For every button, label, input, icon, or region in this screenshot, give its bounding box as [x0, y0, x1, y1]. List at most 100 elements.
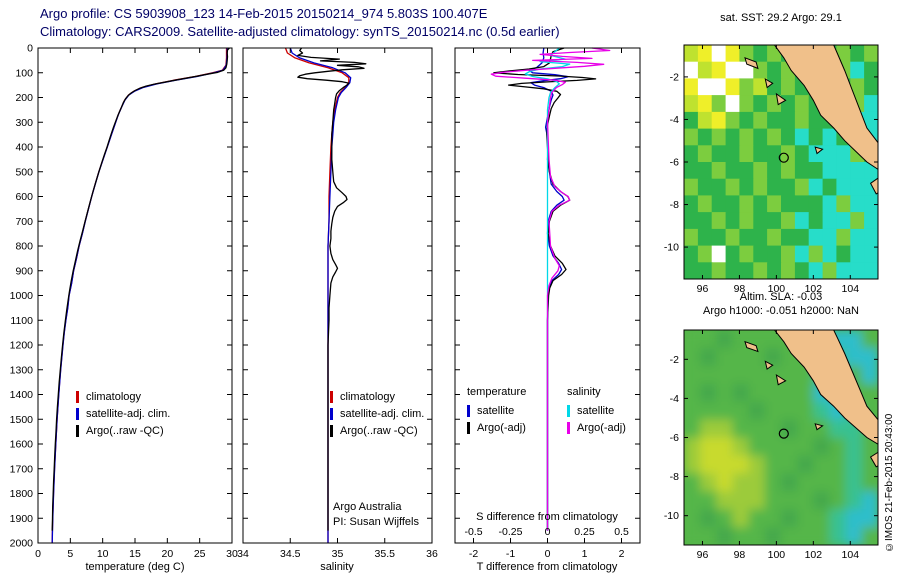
svg-text:1900: 1900 — [10, 513, 34, 525]
svg-text:-2: -2 — [670, 71, 679, 83]
legend-item-t-argo-adj: Argo(-adj) — [467, 419, 526, 436]
svg-text:-4: -4 — [670, 114, 679, 126]
svg-text:34: 34 — [237, 548, 249, 560]
climatology-swatch-icon — [76, 390, 79, 403]
svg-text:0.5: 0.5 — [614, 526, 629, 538]
legend-item-satellite-clim: satellite-adj. clim. — [330, 405, 424, 422]
s-argo-adj-swatch-icon — [567, 421, 570, 434]
legend-label: Argo(..raw -QC) — [86, 424, 164, 437]
legend-label: satellite — [577, 404, 615, 417]
float-position-marker — [778, 428, 789, 439]
svg-text:-2: -2 — [670, 354, 679, 366]
legend-label: Argo(..raw -QC) — [340, 424, 418, 437]
svg-text:-1: -1 — [506, 548, 515, 560]
svg-text:700: 700 — [15, 216, 33, 228]
svg-text:200: 200 — [15, 92, 33, 104]
svg-text:5: 5 — [67, 548, 73, 560]
sla-map-title: Altim. SLA: -0.03 — [739, 291, 823, 303]
diff-legend-salinity-column: salinity satellite Argo(-adj) — [567, 386, 626, 436]
legend-label: Argo(-adj) — [577, 421, 626, 434]
svg-text:-8: -8 — [670, 199, 679, 211]
series-satellite-adj-clim — [289, 47, 352, 543]
svg-text:102: 102 — [805, 549, 823, 561]
diff-legend-temperature-column: temperature satellite Argo(-adj) — [467, 386, 526, 436]
series-argo-raw — [51, 47, 230, 531]
diff-plot: -2 -1 0 1 2 -0.5 -0.25 0 0.25 0.5 — [454, 47, 641, 560]
series-s-argo-adj — [490, 47, 611, 531]
svg-text:1400: 1400 — [10, 389, 34, 401]
svg-text:2: 2 — [619, 548, 625, 560]
svg-text:102: 102 — [805, 283, 823, 295]
float-position-marker — [778, 152, 789, 163]
svg-text:1000: 1000 — [10, 290, 34, 302]
legend-item-climatology: climatology — [330, 388, 424, 405]
legend-label: satellite — [477, 404, 515, 417]
series-climatology — [284, 47, 350, 543]
temp-plot: 0 5 10 15 20 25 300100200300400500600700800900… — [10, 43, 238, 561]
argo-raw-swatch-icon — [76, 424, 79, 437]
temperature-legend: climatology satellite-adj. clim. Argo(..… — [76, 388, 170, 439]
svg-text:1: 1 — [582, 548, 588, 560]
sst-map-title: sat. SST: 29.2 Argo: 29.1 — [720, 12, 842, 24]
credit-pi: PI: Susan Wijffels — [333, 516, 419, 528]
svg-text:100: 100 — [768, 549, 786, 561]
legend-item-t-satellite: satellite — [467, 402, 526, 419]
series-t-argo-adj — [493, 47, 597, 531]
svg-text:900: 900 — [15, 265, 33, 277]
svg-text:2000: 2000 — [10, 538, 34, 550]
svg-text:1500: 1500 — [10, 414, 34, 426]
climatology-swatch-icon — [330, 390, 333, 403]
svg-text:-6: -6 — [670, 157, 679, 169]
svg-text:600: 600 — [15, 191, 33, 203]
svg-text:1300: 1300 — [10, 364, 34, 376]
sla-map-subtitle: Argo h1000: -0.051 h2000: NaN — [703, 305, 859, 317]
credit-block: Argo Australia PI: Susan Wijffels — [333, 500, 419, 530]
svg-text:98: 98 — [734, 283, 746, 295]
temperature-axis-label: temperature (deg C) — [85, 561, 185, 573]
svg-text:36: 36 — [426, 548, 438, 560]
svg-text:1200: 1200 — [10, 340, 34, 352]
s-satellite-swatch-icon — [567, 404, 570, 417]
svg-text:0.25: 0.25 — [574, 526, 595, 538]
series-argo-raw — [297, 47, 367, 531]
legend-label: satellite-adj. clim. — [86, 407, 171, 420]
svg-text:800: 800 — [15, 241, 33, 253]
svg-text:-10: -10 — [664, 242, 679, 254]
diff-legend-salinity-header: salinity — [567, 386, 601, 398]
tdiff-axis-label: T difference from climatology — [476, 561, 618, 573]
svg-text:10: 10 — [97, 548, 109, 560]
svg-text:1100: 1100 — [10, 315, 33, 327]
sal-plot: 34 34.5 35 35.5 36 — [237, 47, 438, 560]
svg-text:25: 25 — [194, 548, 206, 560]
series-climatology — [51, 48, 228, 544]
legend-item-satellite-clim: satellite-adj. clim. — [76, 405, 170, 422]
svg-text:-4: -4 — [670, 393, 679, 405]
header-line2: Climatology: CARS2009. Satellite-adjuste… — [40, 24, 560, 39]
salinity-axis-label: salinity — [320, 561, 354, 573]
svg-text:1700: 1700 — [10, 463, 34, 475]
svg-text:-6: -6 — [670, 432, 679, 444]
svg-text:-10: -10 — [664, 510, 679, 522]
svg-text:20: 20 — [161, 548, 173, 560]
svg-text:104: 104 — [842, 283, 860, 295]
svg-text:-8: -8 — [670, 471, 679, 483]
legend-item-climatology: climatology — [76, 388, 170, 405]
t-satellite-swatch-icon — [467, 404, 470, 417]
svg-text:-0.25: -0.25 — [499, 526, 523, 538]
svg-text:300: 300 — [15, 117, 33, 129]
sst-land — [744, 45, 878, 195]
svg-text:35.5: 35.5 — [375, 548, 396, 560]
legend-item-argo-raw: Argo(..raw -QC) — [330, 422, 424, 439]
salinity-legend: climatology satellite-adj. clim. Argo(..… — [330, 388, 424, 439]
svg-text:0: 0 — [545, 548, 551, 560]
legend-label: Argo(-adj) — [477, 421, 526, 434]
svg-text:0: 0 — [35, 548, 41, 560]
sla-map: 96 98 100 102 104 -2 -4 -6 -8 -10 — [664, 329, 879, 561]
svg-text:-0.5: -0.5 — [464, 526, 482, 538]
svg-text:34.5: 34.5 — [280, 548, 301, 560]
legend-label: satellite-adj. clim. — [340, 407, 425, 420]
svg-text:35: 35 — [332, 548, 344, 560]
svg-text:0: 0 — [545, 526, 551, 538]
